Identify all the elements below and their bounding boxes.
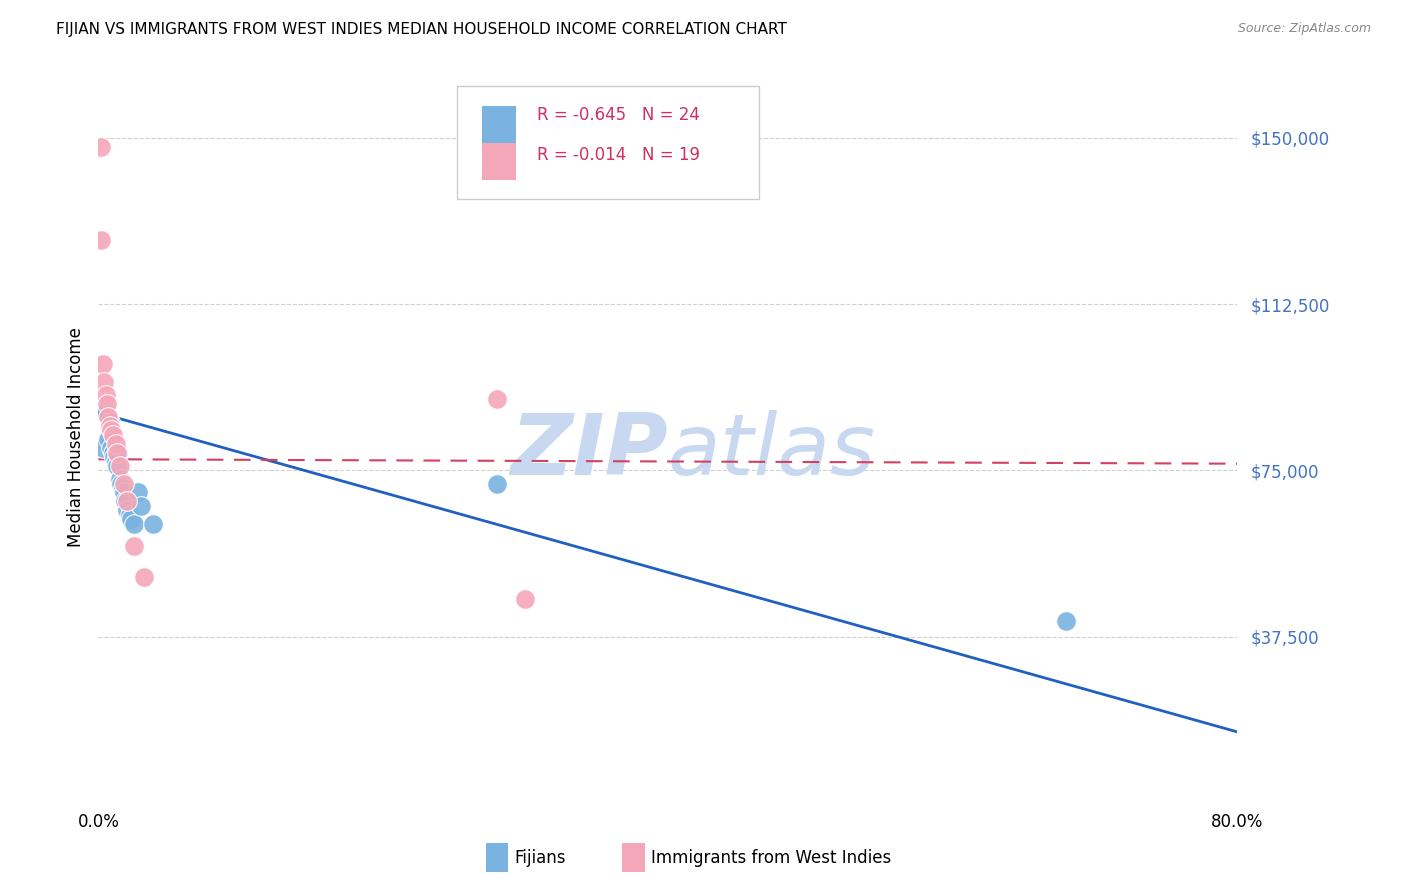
Point [122,516,145,531]
Point [1056,614,1078,628]
Point [94,406,117,420]
Point [91,441,114,455]
Point [105,458,128,473]
Text: atlas: atlas [668,410,876,493]
Point [129,499,152,513]
Point [110,476,132,491]
Point [108,458,131,473]
Text: ZIP: ZIP [510,410,668,493]
Point [101,445,124,459]
Point [100,441,122,455]
Point [112,476,135,491]
Text: Fijians: Fijians [515,848,565,867]
Point [97,410,120,425]
Bar [623,843,645,872]
Point [486,392,509,407]
FancyBboxPatch shape [457,86,759,200]
Text: R = -0.014   N = 19: R = -0.014 N = 19 [537,146,700,164]
Point [101,428,124,442]
Point [96,397,118,411]
Point [122,539,145,553]
Text: FIJIAN VS IMMIGRANTS FROM WEST INDIES MEDIAN HOUSEHOLD INCOME CORRELATION CHART: FIJIAN VS IMMIGRANTS FROM WEST INDIES ME… [56,22,787,37]
Bar [485,843,509,872]
Point [91,357,114,371]
Point [100,424,122,438]
Y-axis label: Median Household Income: Median Household Income [66,327,84,547]
Point [97,432,120,446]
Point [127,485,149,500]
Point [107,445,129,459]
Point [90,233,112,247]
Point [111,481,134,495]
Point [114,494,136,508]
Point [105,445,128,459]
Point [104,454,127,468]
Point [98,419,121,434]
Point [103,450,125,464]
Point [132,570,155,584]
Point [94,388,117,402]
Point [112,485,135,500]
Point [90,139,112,153]
Text: Immigrants from West Indies: Immigrants from West Indies [651,848,891,867]
Point [115,494,138,508]
Text: Source: ZipAtlas.com: Source: ZipAtlas.com [1237,22,1371,36]
Text: R = -0.645   N = 24: R = -0.645 N = 24 [537,106,700,124]
Point [98,415,121,429]
Point [104,436,127,450]
Point [93,375,115,389]
Point [486,476,509,491]
Bar [482,106,516,143]
Point [515,591,537,606]
Point [108,472,131,486]
Point [120,512,142,526]
Point [115,503,138,517]
Bar [482,143,516,179]
Point [118,508,141,522]
Point [141,516,163,531]
